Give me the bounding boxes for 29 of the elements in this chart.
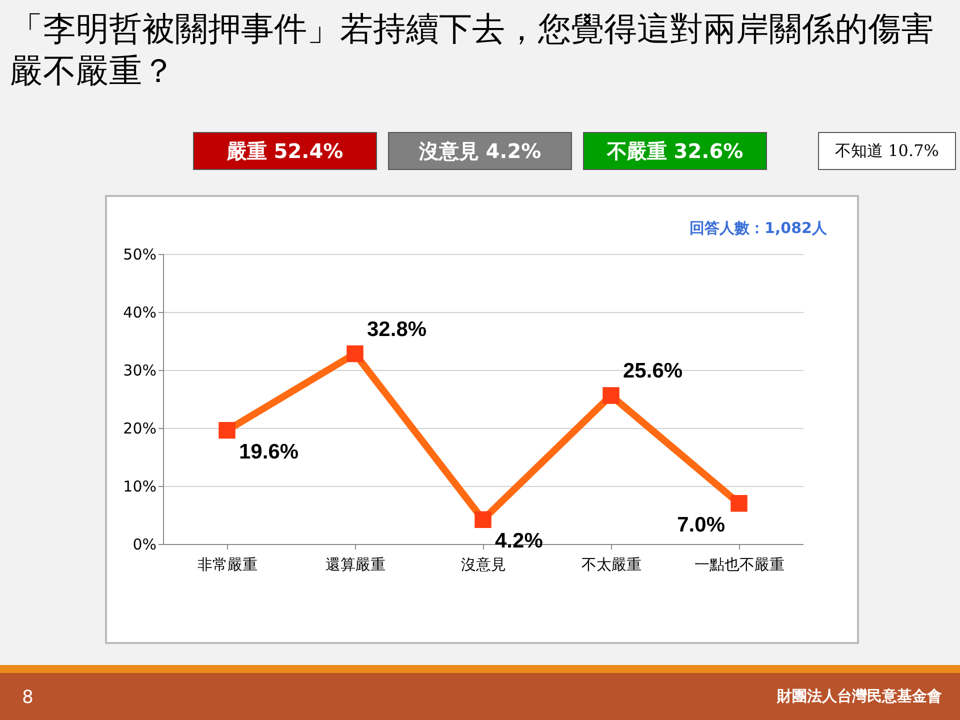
text: 嚴重 52.4% xyxy=(193,132,377,170)
chart-title: 「李明哲被關押事件」若持續下去，您覺得這對兩岸關係的傷害嚴不嚴重？ xyxy=(10,8,935,92)
text: 不知道 10.7% xyxy=(818,132,956,170)
x-tick-label: 沒意見 xyxy=(461,556,506,574)
point xyxy=(474,511,492,528)
x-tick-label: 不太嚴重 xyxy=(582,556,642,574)
x-tick-label: 非常嚴重 xyxy=(198,556,258,574)
data-label: 32.8% xyxy=(367,318,427,341)
point xyxy=(602,387,620,404)
text: 不嚴重 32.6% xyxy=(583,132,767,170)
y-tick-label: 40% xyxy=(123,304,156,322)
y-tick-label: 20% xyxy=(123,420,156,438)
point xyxy=(218,422,236,439)
data-label: 19.6% xyxy=(239,440,299,464)
text: 回答人數：1,082人 xyxy=(690,219,827,238)
text: 沒意見 4.2% xyxy=(388,132,572,170)
text: 8 xyxy=(22,687,34,708)
text: 財團法人台灣民意基金會 xyxy=(777,687,942,706)
data-label: 4.2% xyxy=(495,530,544,553)
y-tick-label: 30% xyxy=(123,362,156,380)
y-tick-label: 50% xyxy=(123,246,156,264)
x-tick-label: 還算嚴重 xyxy=(326,556,386,574)
x-tick-label: 一點也不嚴重 xyxy=(694,556,784,574)
data-label: 7.0% xyxy=(677,513,726,536)
data-label: 25.6% xyxy=(623,360,683,383)
y-tick-label: 0% xyxy=(132,536,156,554)
point xyxy=(730,495,748,512)
y-tick-label: 10% xyxy=(123,478,156,496)
point xyxy=(346,345,364,362)
